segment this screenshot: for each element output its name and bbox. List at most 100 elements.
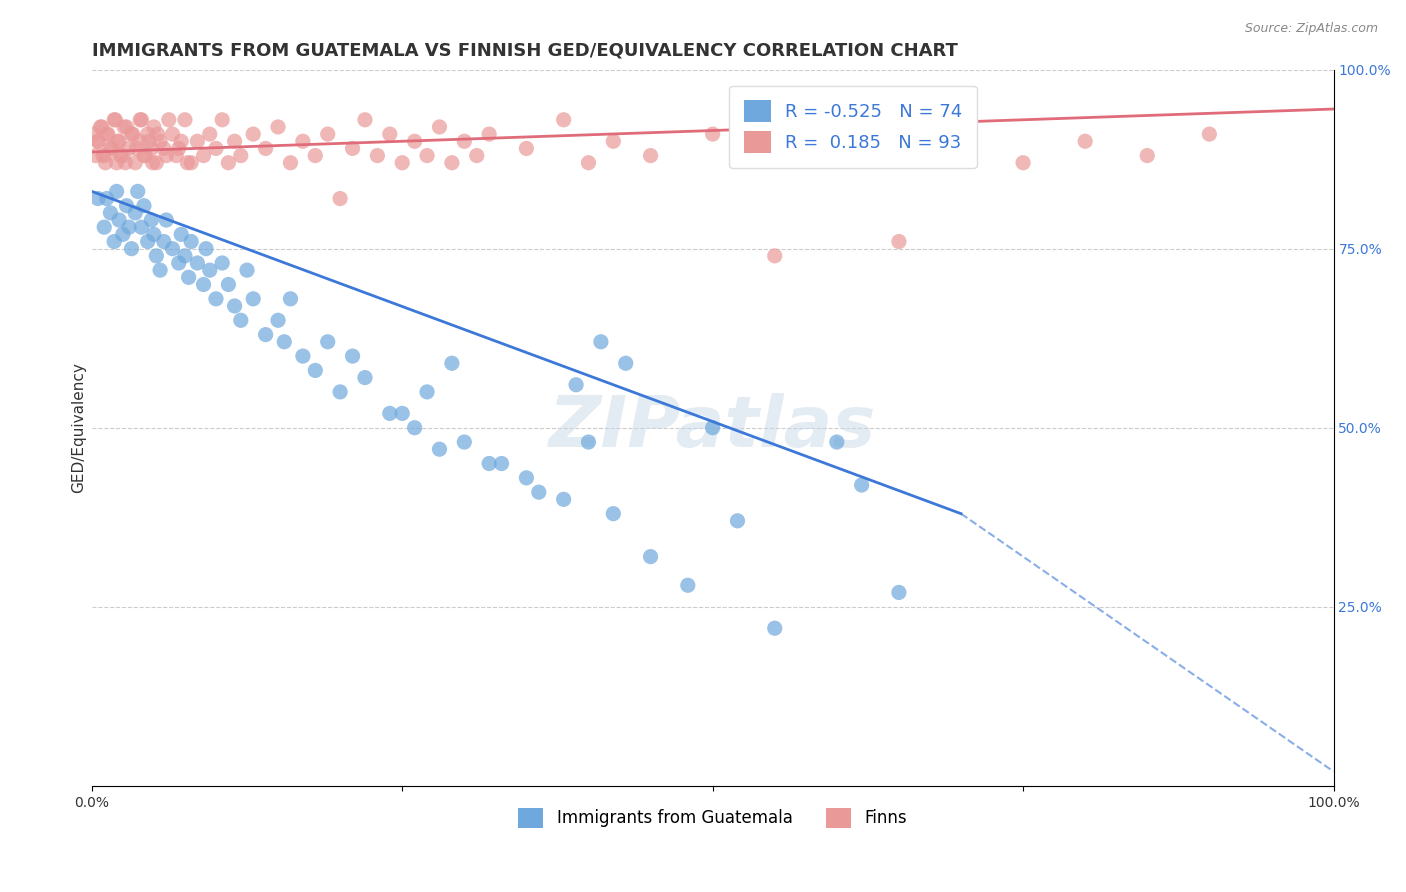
Point: [478, 127, 501, 141]
Point: [149, 263, 172, 277]
Point: [127, 185, 149, 199]
Point: [1198, 127, 1220, 141]
Point: [254, 327, 277, 342]
Point: [153, 235, 176, 249]
Point: [224, 299, 246, 313]
Point: [145, 155, 167, 169]
Point: [89, 120, 111, 134]
Point: [84, 148, 107, 162]
Point: [149, 134, 172, 148]
Point: [949, 112, 972, 127]
Point: [93, 220, 115, 235]
Point: [1136, 148, 1159, 162]
Point: [145, 249, 167, 263]
Point: [100, 206, 122, 220]
Point: [155, 213, 177, 227]
Point: [142, 155, 165, 169]
Point: [217, 155, 239, 169]
Point: [242, 127, 264, 141]
Point: [429, 120, 451, 134]
Point: [205, 141, 228, 155]
Point: [131, 220, 153, 235]
Point: [676, 578, 699, 592]
Point: [478, 457, 501, 471]
Point: [198, 127, 221, 141]
Point: [378, 127, 401, 141]
Point: [453, 134, 475, 148]
Point: [180, 155, 202, 169]
Point: [132, 199, 155, 213]
Point: [825, 141, 848, 155]
Point: [108, 134, 131, 148]
Point: [825, 435, 848, 450]
Text: IMMIGRANTS FROM GUATEMALA VS FINNISH GED/EQUIVALENCY CORRELATION CHART: IMMIGRANTS FROM GUATEMALA VS FINNISH GED…: [91, 42, 957, 60]
Point: [304, 363, 326, 377]
Point: [440, 155, 463, 169]
Point: [132, 148, 155, 162]
Point: [174, 112, 197, 127]
Point: [114, 155, 136, 169]
Point: [93, 148, 115, 162]
Point: [1012, 155, 1035, 169]
Point: [91, 148, 114, 162]
Point: [280, 292, 302, 306]
Point: [727, 514, 749, 528]
Point: [851, 478, 873, 492]
Point: [342, 349, 364, 363]
Point: [136, 235, 159, 249]
Point: [229, 148, 252, 162]
Point: [440, 356, 463, 370]
Point: [121, 242, 143, 256]
Point: [254, 141, 277, 155]
Point: [121, 127, 143, 141]
Point: [138, 134, 160, 148]
Point: [94, 155, 117, 169]
Point: [110, 148, 132, 162]
Point: [142, 120, 165, 134]
Point: [103, 235, 125, 249]
Point: [515, 141, 537, 155]
Point: [329, 192, 352, 206]
Point: [763, 249, 786, 263]
Point: [167, 141, 190, 155]
Point: [128, 134, 150, 148]
Point: [115, 199, 138, 213]
Point: [96, 127, 118, 141]
Point: [280, 155, 302, 169]
Point: [177, 270, 200, 285]
Point: [291, 349, 314, 363]
Point: [195, 242, 218, 256]
Point: [416, 384, 439, 399]
Point: [129, 112, 152, 127]
Point: [211, 112, 233, 127]
Point: [136, 127, 159, 141]
Point: [602, 507, 624, 521]
Point: [211, 256, 233, 270]
Point: [354, 370, 377, 384]
Point: [115, 120, 138, 134]
Point: [702, 127, 724, 141]
Point: [107, 134, 129, 148]
Point: [887, 235, 910, 249]
Point: [763, 621, 786, 635]
Point: [112, 120, 135, 134]
Point: [108, 213, 131, 227]
Point: [465, 148, 488, 162]
Point: [167, 256, 190, 270]
Point: [391, 406, 413, 420]
Point: [176, 155, 198, 169]
Point: [1074, 134, 1097, 148]
Point: [121, 127, 143, 141]
Point: [186, 134, 208, 148]
Point: [453, 435, 475, 450]
Point: [236, 263, 259, 277]
Point: [589, 334, 612, 349]
Point: [157, 112, 180, 127]
Point: [366, 148, 388, 162]
Point: [198, 263, 221, 277]
Point: [329, 384, 352, 399]
Point: [205, 292, 228, 306]
Point: [391, 155, 413, 169]
Point: [193, 277, 215, 292]
Y-axis label: GED/Equivalency: GED/Equivalency: [72, 362, 86, 493]
